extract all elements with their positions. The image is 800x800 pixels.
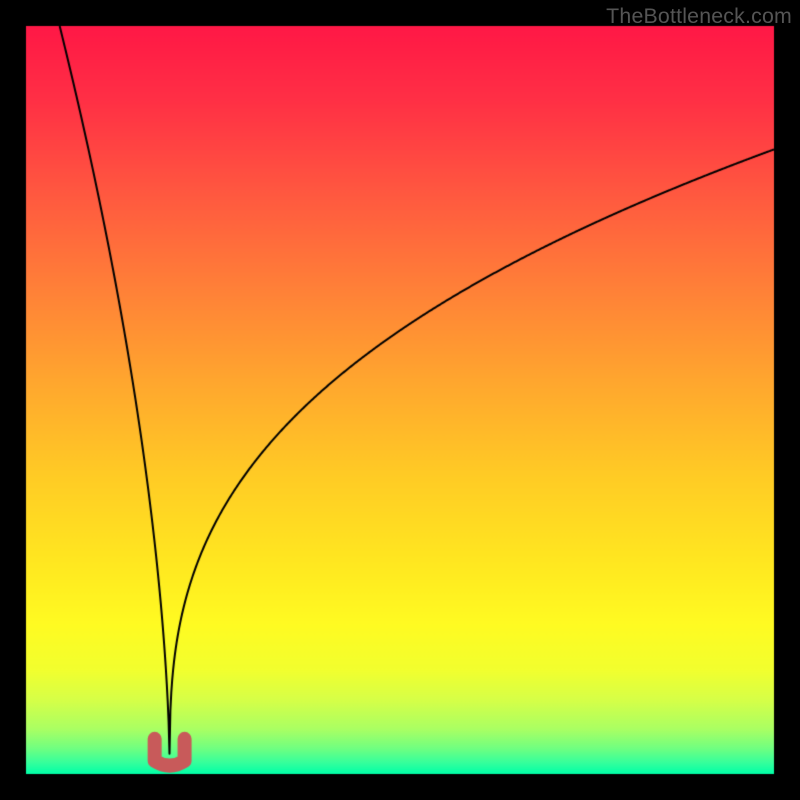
bottleneck-curve-chart: [0, 0, 800, 800]
watermark-label: TheBottleneck.com: [606, 4, 792, 29]
chart-stage: TheBottleneck.com: [0, 0, 800, 800]
